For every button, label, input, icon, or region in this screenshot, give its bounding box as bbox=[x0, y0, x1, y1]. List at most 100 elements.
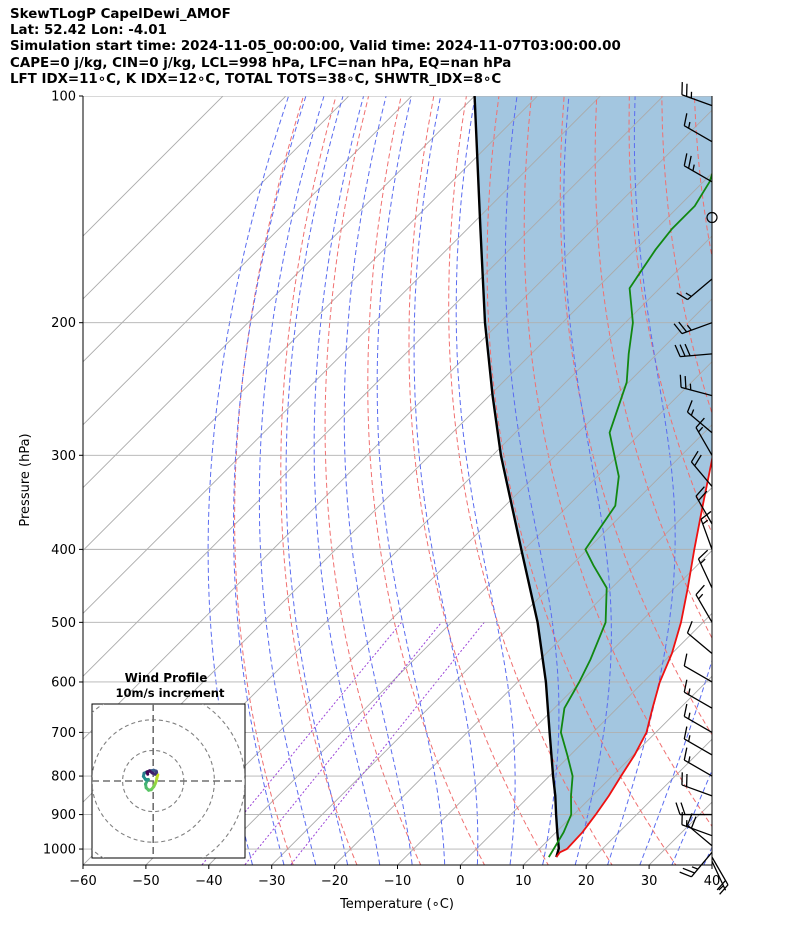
dry-adiabat bbox=[408, 96, 549, 865]
wind-barb bbox=[711, 856, 729, 895]
wind-barb bbox=[681, 772, 713, 797]
wind-barb bbox=[700, 510, 713, 550]
isotherm-line bbox=[83, 96, 602, 615]
wind-barb bbox=[683, 113, 713, 143]
y-axis: 100 200 300 400 500 600 700 800 900 1000 bbox=[43, 90, 83, 858]
indices-line-1: CAPE=0 j/kg, CIN=0 j/kg, LCL=998 hPa, LF… bbox=[10, 55, 512, 71]
y-tick-label: 600 bbox=[51, 675, 76, 690]
moist-adiabat bbox=[504, 96, 560, 865]
cin-cape-area bbox=[474, 96, 712, 858]
wind-barb bbox=[686, 813, 713, 847]
x-axis: −60 −50 −40 −30 −20 −10 0 10 20 30 40 bbox=[69, 865, 720, 889]
location-line: Lat: 52.42 Lon: -4.01 bbox=[10, 23, 167, 39]
isotherm-lines bbox=[83, 62, 794, 881]
moist-adiabat bbox=[376, 96, 446, 865]
moist-adiabat bbox=[233, 96, 307, 865]
isotherm-line bbox=[83, 96, 413, 426]
x-tick-label: 0 bbox=[456, 874, 464, 889]
wind-barbs bbox=[673, 82, 729, 895]
moist-adiabat bbox=[455, 96, 516, 865]
wind-barb bbox=[683, 747, 713, 777]
x-tick-label: −20 bbox=[321, 874, 348, 889]
dry-adiabat bbox=[486, 96, 677, 865]
wind-barb bbox=[681, 82, 713, 107]
wind-barb bbox=[695, 486, 713, 525]
isotherm-line bbox=[459, 612, 712, 865]
isotherm-line bbox=[83, 96, 287, 300]
time-line: Simulation start time: 2024-11-05_00:00:… bbox=[10, 39, 621, 55]
wind-barb bbox=[683, 679, 713, 709]
mixing-ratio-line bbox=[289, 622, 485, 865]
y-tick-label: 800 bbox=[51, 770, 76, 785]
isotherm-line bbox=[83, 96, 350, 363]
dry-adiabat bbox=[280, 96, 358, 865]
x-tick-label: −50 bbox=[132, 874, 159, 889]
temperature-line bbox=[555, 455, 712, 858]
dry-adiabat bbox=[448, 96, 613, 865]
x-tick-label: 10 bbox=[515, 874, 532, 889]
isotherm-line bbox=[585, 738, 712, 865]
moist-adiabat bbox=[639, 659, 712, 865]
wind-barb bbox=[686, 620, 713, 655]
wind-barb bbox=[683, 653, 713, 683]
dry-adiabat bbox=[789, 62, 794, 881]
hodograph-inset: Wind Profile 10m/s increment bbox=[91, 671, 246, 859]
dewpoint-line bbox=[548, 171, 712, 858]
dry-adiabat bbox=[725, 62, 794, 881]
moist-adiabat bbox=[285, 96, 349, 865]
wind-barb bbox=[679, 374, 713, 397]
wind-barb bbox=[676, 278, 713, 301]
wind-barb bbox=[683, 153, 713, 183]
x-tick-label: 30 bbox=[641, 874, 658, 889]
wind-barb bbox=[674, 343, 713, 358]
wind-barb bbox=[686, 400, 713, 434]
wind-barb bbox=[683, 726, 713, 756]
wind-barb bbox=[711, 860, 727, 891]
wind-barb bbox=[675, 802, 712, 816]
isotherm-line bbox=[83, 96, 664, 677]
wind-barb bbox=[695, 584, 713, 623]
wind-barb bbox=[690, 450, 713, 487]
x-tick-label: −40 bbox=[195, 874, 222, 889]
x-tick-label: −60 bbox=[69, 874, 96, 889]
isotherm-line bbox=[522, 675, 712, 865]
profile-series bbox=[473, 96, 712, 858]
chart-title: SkewTLogP CapelDewi_AMOF bbox=[10, 7, 231, 22]
chart-header: SkewTLogP CapelDewi_AMOF Lat: 52.42 Lon:… bbox=[10, 7, 621, 88]
y-tick-label: 300 bbox=[51, 449, 76, 464]
isotherm-line bbox=[83, 109, 712, 740]
wind-barb bbox=[673, 321, 713, 335]
moist-adiabat bbox=[563, 96, 612, 865]
isotherm-line bbox=[333, 486, 712, 865]
indices-line-2: LFT IDX=11∘C, K IDX=12∘C, TOTAL TOTS=38∘… bbox=[10, 71, 502, 87]
y-tick-label: 400 bbox=[51, 543, 76, 558]
parcel-profile-line bbox=[473, 96, 561, 858]
wind-barb bbox=[697, 549, 713, 589]
moist-adiabat bbox=[606, 96, 676, 865]
x-tick-label: 20 bbox=[578, 874, 595, 889]
x-tick-label: 40 bbox=[704, 874, 721, 889]
y-tick-label: 900 bbox=[51, 808, 76, 823]
isotherm-line bbox=[760, 62, 794, 881]
moist-adiabat bbox=[343, 96, 413, 865]
x-axis-label: Temperature (∘C) bbox=[339, 897, 454, 912]
moist-adiabat bbox=[728, 62, 794, 881]
isotherm-line bbox=[145, 298, 712, 865]
y-tick-label: 1000 bbox=[43, 843, 76, 858]
isotherm-line bbox=[208, 361, 712, 865]
y-axis-label: Pressure (hPa) bbox=[18, 433, 33, 526]
dry-adiabat bbox=[367, 96, 486, 865]
hodograph-title: Wind Profile bbox=[125, 671, 208, 685]
x-tick-label: −10 bbox=[384, 874, 411, 889]
hodograph-segment bbox=[145, 770, 150, 776]
dry-adiabat bbox=[559, 96, 712, 736]
moist-adiabat bbox=[413, 96, 479, 865]
y-tick-label: 200 bbox=[51, 316, 76, 331]
y-tick-label: 100 bbox=[51, 90, 76, 105]
dry-adiabat bbox=[628, 96, 712, 535]
wind-barb bbox=[683, 703, 713, 733]
dry-adiabat bbox=[757, 62, 794, 881]
hodograph-subtitle: 10m/s increment bbox=[116, 686, 225, 700]
moist-adiabat bbox=[313, 96, 381, 865]
